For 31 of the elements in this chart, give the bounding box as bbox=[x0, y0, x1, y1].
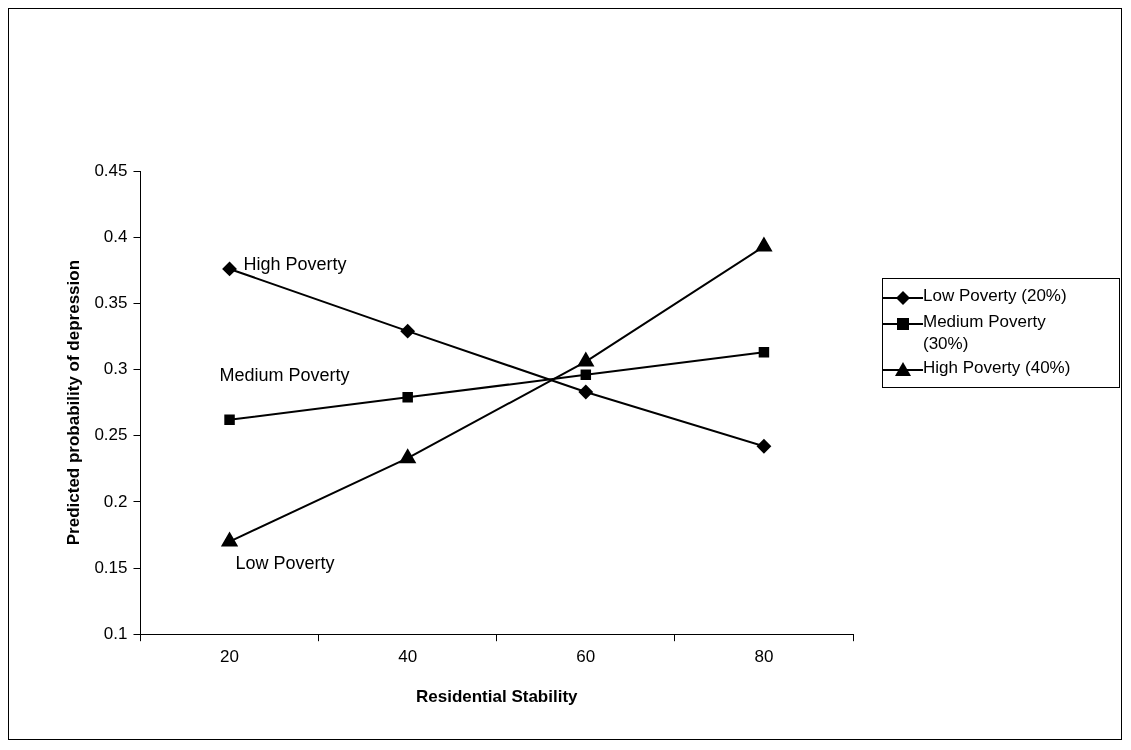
x-tick-label: 20 bbox=[220, 647, 240, 667]
y-tick-label: 0.4 bbox=[103, 226, 128, 246]
y-tick-label: 0.25 bbox=[94, 425, 128, 445]
y-tick-label: 0.15 bbox=[94, 557, 128, 577]
y-tick-label: 0.2 bbox=[103, 491, 128, 511]
point bbox=[400, 324, 415, 339]
y-tick-label: 0.35 bbox=[94, 293, 128, 313]
point bbox=[756, 237, 772, 252]
legend-label: Low Poverty (20%) bbox=[923, 285, 1068, 307]
point bbox=[224, 414, 235, 426]
y-axis-title: Predicted probability of depression bbox=[63, 259, 83, 546]
y-tick-label: 0.45 bbox=[94, 160, 128, 180]
y-tick-label: 0.3 bbox=[103, 359, 128, 379]
point bbox=[580, 369, 592, 381]
point bbox=[222, 261, 237, 276]
point bbox=[402, 392, 413, 403]
point bbox=[578, 385, 593, 400]
annotation: Medium Poverty bbox=[219, 364, 350, 385]
x-axis-title: Residential Stability bbox=[415, 687, 579, 707]
y-tick-label: 0.1 bbox=[103, 623, 128, 643]
point bbox=[758, 347, 770, 358]
annotation: Low Poverty bbox=[235, 552, 335, 573]
x-tick-label: 60 bbox=[576, 647, 596, 667]
legend-label: High Poverty (40%) bbox=[923, 357, 1072, 379]
point bbox=[399, 449, 416, 464]
x-tick-label: 40 bbox=[398, 647, 418, 667]
point bbox=[577, 352, 594, 367]
point bbox=[756, 439, 771, 454]
annotation: High Poverty bbox=[243, 253, 347, 274]
x-tick-label: 80 bbox=[754, 647, 774, 667]
legend-label: Medium Poverty (30%) bbox=[923, 311, 1047, 355]
